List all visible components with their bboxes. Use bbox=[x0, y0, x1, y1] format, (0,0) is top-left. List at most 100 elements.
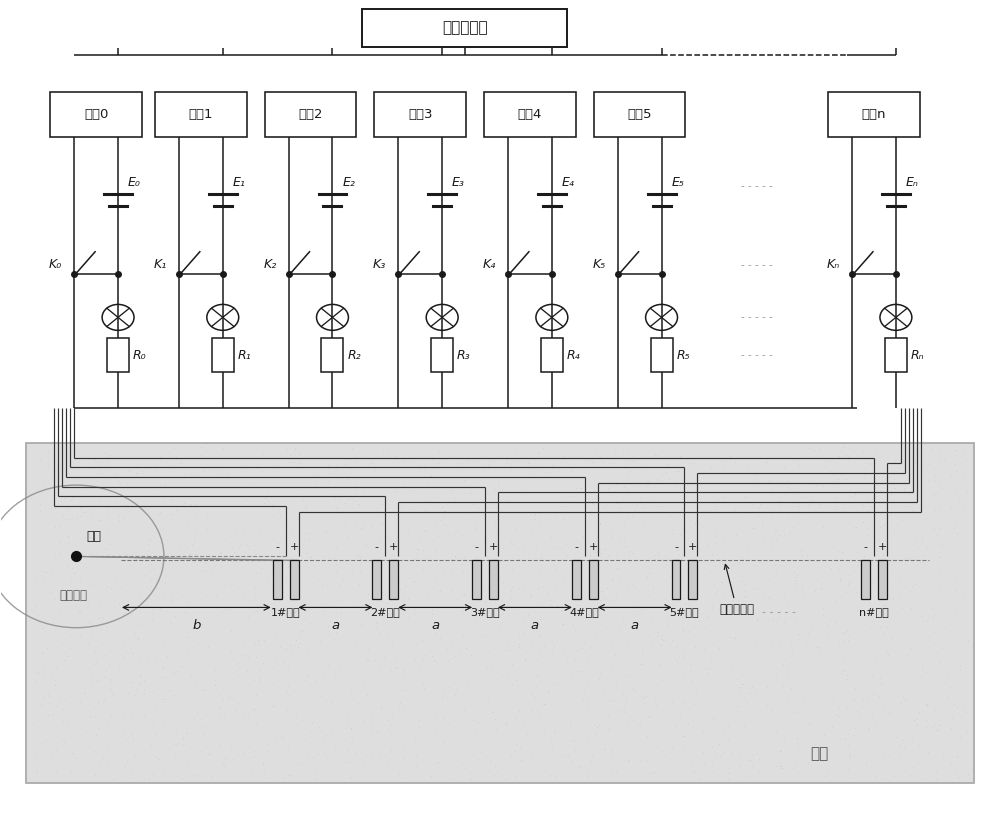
Point bbox=[897, 558, 913, 571]
FancyBboxPatch shape bbox=[212, 337, 234, 372]
Point bbox=[676, 465, 692, 478]
Point bbox=[667, 652, 683, 665]
Point bbox=[450, 461, 466, 474]
Point bbox=[597, 542, 613, 555]
Point bbox=[821, 575, 837, 588]
Point bbox=[798, 634, 814, 647]
Point bbox=[763, 637, 779, 650]
Point bbox=[815, 607, 831, 620]
Point bbox=[604, 574, 620, 587]
Text: K₄: K₄ bbox=[483, 259, 496, 272]
Point bbox=[76, 550, 92, 563]
Point bbox=[586, 498, 602, 511]
Point bbox=[457, 549, 473, 562]
Point bbox=[928, 772, 944, 785]
Point bbox=[661, 733, 677, 746]
Point bbox=[168, 503, 184, 516]
Point bbox=[879, 502, 895, 515]
Point bbox=[620, 754, 636, 767]
Point bbox=[737, 771, 753, 784]
Point bbox=[738, 491, 754, 504]
Point bbox=[776, 616, 792, 629]
Point bbox=[718, 767, 734, 780]
Point bbox=[771, 638, 787, 651]
Point bbox=[854, 635, 870, 648]
Point bbox=[136, 684, 152, 697]
Point bbox=[836, 441, 852, 454]
Point bbox=[328, 606, 344, 620]
Point bbox=[395, 592, 411, 605]
Point bbox=[760, 590, 776, 603]
Point bbox=[356, 715, 372, 728]
Point bbox=[538, 567, 554, 580]
Point bbox=[523, 589, 539, 602]
Point bbox=[337, 756, 353, 769]
Point bbox=[801, 603, 817, 616]
Point bbox=[848, 585, 864, 598]
Point bbox=[775, 680, 791, 693]
Point bbox=[639, 570, 655, 583]
Point bbox=[352, 522, 368, 535]
Point bbox=[568, 481, 584, 494]
Point bbox=[145, 685, 161, 698]
Point bbox=[326, 719, 342, 732]
Point bbox=[918, 666, 934, 679]
Point bbox=[531, 628, 547, 641]
Point bbox=[549, 615, 565, 628]
Point bbox=[768, 524, 784, 537]
Point bbox=[426, 693, 442, 706]
Point bbox=[858, 644, 874, 657]
Point bbox=[831, 635, 847, 648]
Point bbox=[555, 575, 571, 588]
Point bbox=[99, 720, 115, 733]
Point bbox=[526, 459, 542, 472]
Point bbox=[908, 552, 924, 565]
Point bbox=[677, 597, 693, 610]
Point bbox=[564, 754, 580, 767]
Point bbox=[48, 480, 64, 493]
Point bbox=[474, 554, 490, 567]
Point bbox=[435, 500, 451, 513]
Point bbox=[419, 552, 435, 565]
Point bbox=[596, 605, 612, 618]
Point bbox=[706, 764, 722, 777]
Point bbox=[347, 487, 363, 500]
Point bbox=[523, 526, 539, 539]
Point bbox=[419, 478, 435, 491]
Point bbox=[100, 742, 116, 755]
Point bbox=[98, 746, 114, 759]
Point bbox=[745, 749, 761, 762]
Point bbox=[58, 457, 74, 470]
Point bbox=[634, 702, 650, 715]
Point bbox=[331, 577, 347, 590]
Point bbox=[827, 617, 843, 630]
Point bbox=[321, 628, 337, 641]
Point bbox=[798, 659, 814, 672]
Point bbox=[534, 599, 550, 612]
Point bbox=[633, 672, 649, 685]
Point bbox=[326, 551, 342, 564]
Point bbox=[736, 589, 752, 602]
Point bbox=[386, 754, 402, 767]
Point bbox=[559, 485, 575, 498]
Point bbox=[155, 634, 171, 647]
Point bbox=[146, 732, 162, 745]
Point bbox=[256, 763, 272, 776]
Point bbox=[445, 710, 461, 723]
Point bbox=[948, 573, 964, 586]
Point bbox=[424, 607, 440, 620]
Point bbox=[715, 532, 731, 545]
Point bbox=[617, 619, 633, 632]
Point bbox=[62, 641, 78, 654]
Point bbox=[331, 491, 347, 504]
Point bbox=[33, 737, 49, 750]
Point bbox=[535, 580, 551, 593]
Point bbox=[748, 468, 764, 481]
Point bbox=[617, 667, 633, 680]
Point bbox=[226, 546, 242, 559]
Point bbox=[671, 650, 687, 663]
Point bbox=[713, 506, 729, 519]
Point bbox=[182, 742, 198, 755]
Point bbox=[266, 693, 282, 706]
Point bbox=[888, 506, 904, 519]
